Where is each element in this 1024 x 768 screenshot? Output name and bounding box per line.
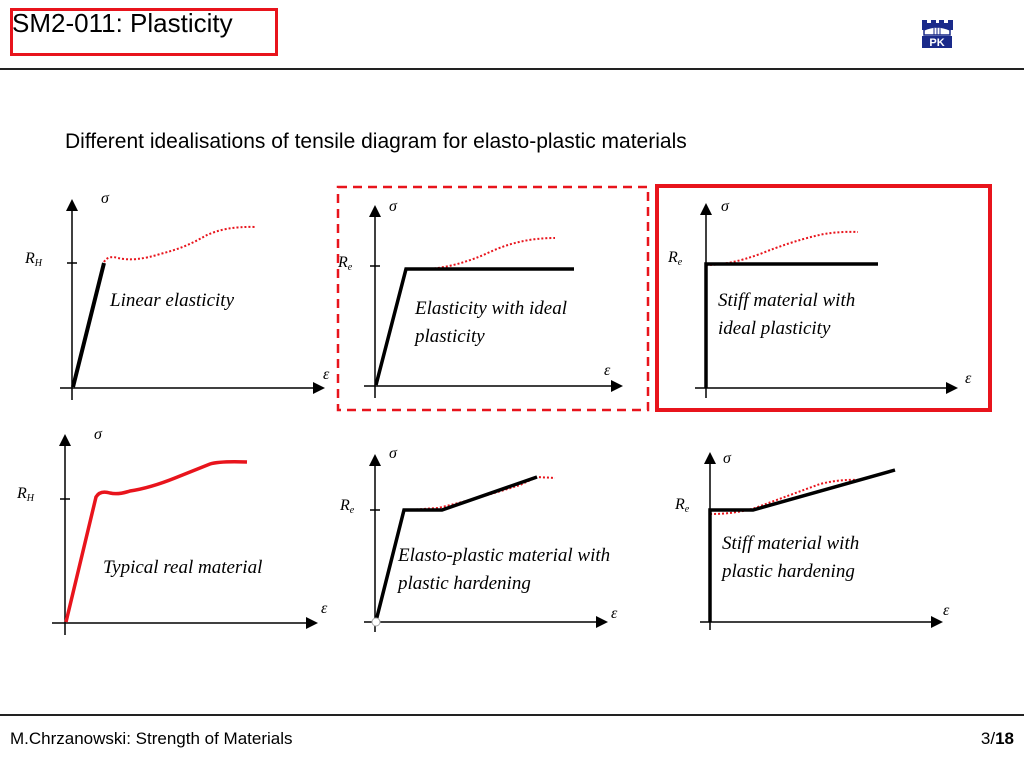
diagram-caption: Elasticity with ideal plasticity [415, 298, 567, 347]
yield-label: Re [668, 249, 683, 268]
sigma-axis-label: σ [721, 198, 729, 215]
diagram-caption: Stiff material with ideal plasticity [718, 290, 856, 339]
diagram-linear-elasticity [60, 199, 325, 400]
epsilon-axis-label: ε [321, 600, 328, 617]
epsilon-axis-label: ε [611, 605, 618, 622]
title-frame [10, 8, 278, 56]
diagram-caption: Elasto-plastic material with plastic hard… [398, 545, 611, 594]
university-logo-icon: PK [920, 18, 954, 50]
footer-author: M.Chrzanowski: Strength of Materials [10, 729, 293, 748]
diagram-typical-real-material [52, 434, 318, 635]
yield-label: RH [17, 485, 35, 504]
slide-subtitle: Different idealisations of tensile diagr… [65, 130, 687, 153]
yield-label: Re [338, 254, 353, 273]
diagram-elasto-plastic-hardening [364, 454, 608, 632]
sigma-axis-label: σ [94, 426, 102, 443]
epsilon-axis-label: ε [965, 370, 972, 387]
sigma-axis-label: σ [389, 198, 397, 215]
diagram-caption: Linear elasticity [110, 290, 235, 311]
yield-label: Re [675, 496, 690, 515]
diagram-caption: Stiff material with plastic hardening [722, 533, 860, 582]
footer-divider [0, 714, 1024, 716]
highlight-frame-solid [655, 184, 992, 412]
diagram-stiff-plastic-hardening [700, 452, 943, 630]
highlight-frame-dashed [336, 185, 650, 412]
slide-title: SM2-011: Plasticity [12, 8, 233, 38]
page-number: 3/18 [980, 729, 1014, 748]
epsilon-axis-label: ε [323, 366, 330, 383]
sigma-axis-label: σ [389, 445, 397, 462]
diagram-stiff-ideal-plasticity [695, 203, 958, 398]
header-divider [0, 68, 1024, 70]
yield-label: Re [340, 497, 355, 516]
diagram-caption: Typical real material [103, 557, 263, 578]
sigma-axis-label: σ [101, 190, 109, 207]
epsilon-axis-label: ε [604, 362, 611, 379]
svg-text:PK: PK [929, 37, 944, 49]
epsilon-axis-label: ε [943, 602, 950, 619]
diagram-elasticity-ideal-plasticity [364, 205, 623, 398]
yield-label: RH [25, 250, 43, 269]
sigma-axis-label: σ [723, 450, 731, 467]
